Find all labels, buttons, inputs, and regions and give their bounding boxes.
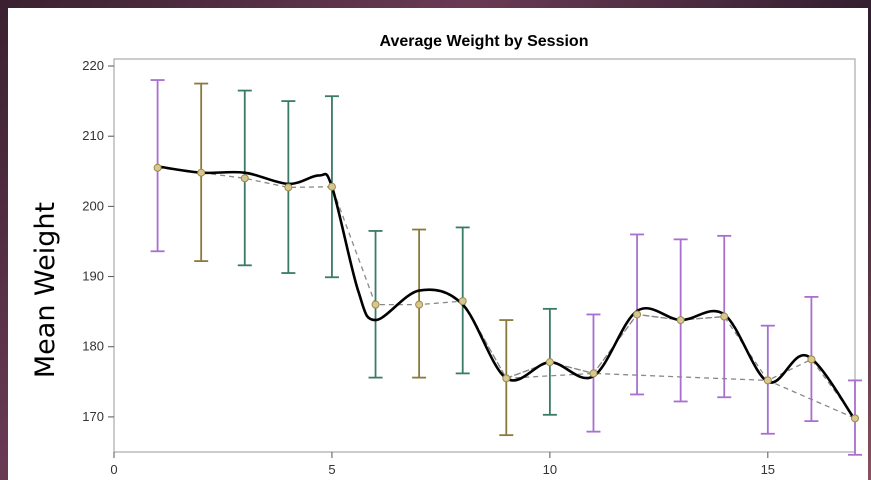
mean-marker [589, 369, 598, 378]
dashed-mean-line [506, 372, 856, 419]
y-tick-label: 190 [82, 269, 104, 284]
mean-marker [327, 182, 336, 191]
x-tick-label: 10 [543, 462, 557, 477]
mean-marker [676, 316, 685, 325]
mean-markers [153, 163, 859, 423]
mean-marker [197, 168, 206, 177]
x-tick-label: 5 [328, 462, 335, 477]
mean-marker [284, 183, 293, 192]
x-tick-label: 0 [110, 462, 117, 477]
mean-marker [633, 310, 642, 319]
mean-marker [763, 376, 772, 385]
plot-frame [113, 58, 856, 453]
mean-marker [371, 300, 380, 309]
y-tick-label: 220 [82, 58, 104, 73]
mean-marker [545, 358, 554, 367]
slide-panel: Average Weight by Session Mean Weight 17… [8, 8, 868, 480]
chart-title: Average Weight by Session [380, 33, 589, 50]
dashed-mean-line [157, 167, 725, 380]
axis-ticks: 170 180 190 200 210 220 0 5 10 15 [82, 58, 775, 477]
mean-marker [458, 297, 467, 306]
series-lines [157, 165, 857, 421]
mean-marker [415, 300, 424, 309]
mean-marker [240, 174, 249, 183]
y-tick-label: 210 [82, 128, 104, 143]
y-tick-label: 180 [82, 339, 104, 354]
dashed-mean-line [462, 300, 856, 419]
mean-marker [851, 414, 859, 423]
chart: Average Weight by Session Mean Weight 17… [30, 33, 862, 477]
spline-fit-line [157, 165, 857, 421]
x-tick-label: 15 [761, 462, 775, 477]
y-tick-label: 170 [82, 409, 104, 424]
mean-marker [807, 355, 816, 364]
mean-marker [153, 163, 162, 172]
mean-marker [502, 374, 511, 383]
y-tick-label: 200 [82, 198, 104, 213]
y-axis-label: Mean Weight [30, 202, 61, 378]
mean-marker [720, 312, 729, 321]
